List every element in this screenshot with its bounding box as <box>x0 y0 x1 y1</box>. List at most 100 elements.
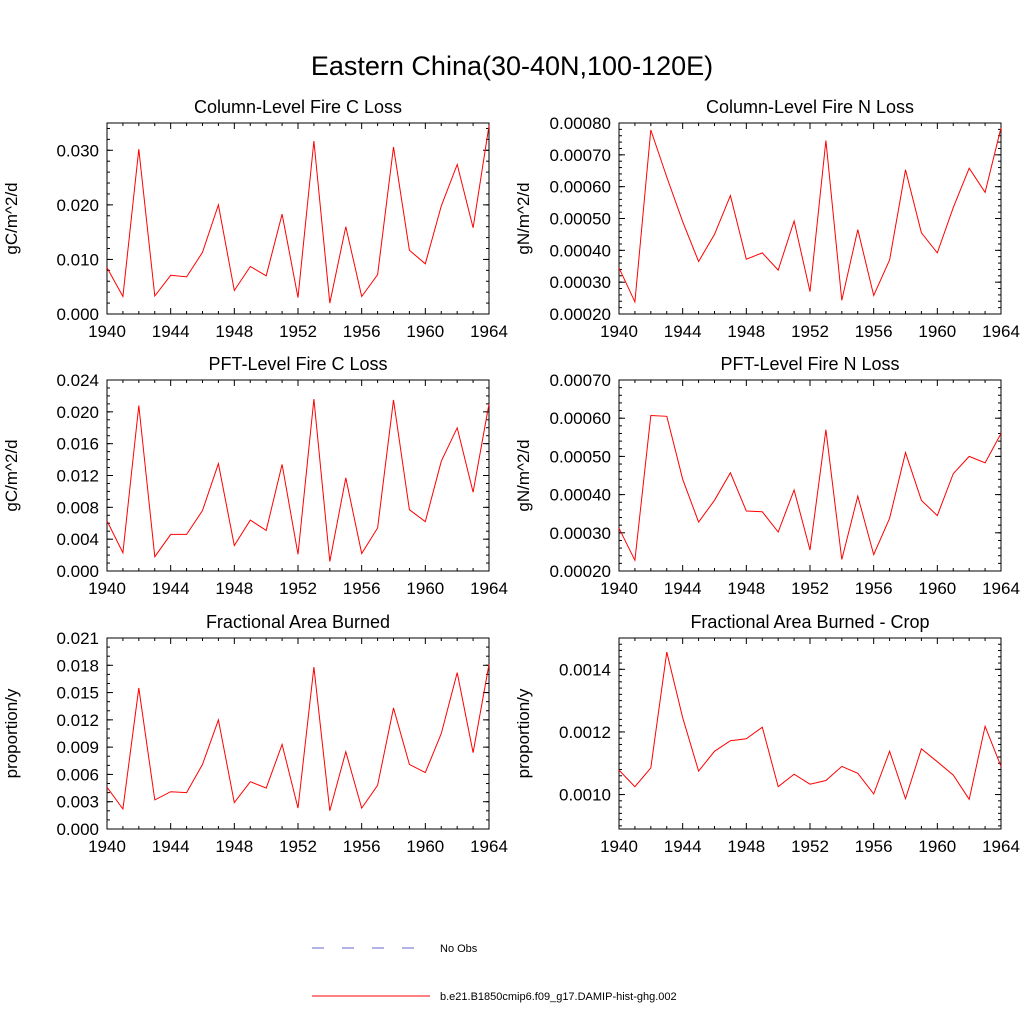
x-tick-label: 1940 <box>600 837 638 856</box>
y-tick-label: 0.0014 <box>559 660 611 679</box>
y-tick-label: 0.024 <box>56 371 99 390</box>
x-tick-label: 1944 <box>152 579 190 598</box>
x-tick-label: 1952 <box>279 837 317 856</box>
x-tick-label: 1964 <box>982 322 1020 341</box>
y-axis-label: gN/m^2/d <box>514 182 533 254</box>
y-tick-label: 0.012 <box>56 467 99 486</box>
y-tick-label: 0.030 <box>56 141 99 160</box>
x-tick-label: 1952 <box>279 322 317 341</box>
y-tick-label: 0.010 <box>56 250 99 269</box>
chart-panels: Column-Level Fire C Loss 1940 1944 1948 1952… <box>2 97 1020 856</box>
y-tick-label: 0.00050 <box>550 210 611 229</box>
y-tick-label: 0.006 <box>56 765 99 784</box>
x-tick-label: 1948 <box>215 837 253 856</box>
chart-panel-2: Column-Level Fire N Loss 1940 1944 1948 1952… <box>514 97 1020 341</box>
y-tick-label: 0.00060 <box>550 409 611 428</box>
x-tick-label: 1944 <box>664 579 702 598</box>
plot-frame <box>618 379 1002 572</box>
y-tick-label: 0.00040 <box>550 241 611 260</box>
y-tick-label: 0.015 <box>56 684 99 703</box>
y-tick-label: 0.00070 <box>550 146 611 165</box>
x-tick-label: 1956 <box>855 322 893 341</box>
x-tick-label: 1952 <box>279 579 317 598</box>
x-tick-label: 1944 <box>152 322 190 341</box>
y-tick-label: 0.021 <box>56 629 99 648</box>
x-tick-label: 1964 <box>470 579 508 598</box>
x-tick-label: 1956 <box>343 579 381 598</box>
x-tick-label: 1948 <box>727 837 765 856</box>
x-tick-label: 1944 <box>152 837 190 856</box>
x-tick-label: 1948 <box>215 322 253 341</box>
y-tick-label: 0.020 <box>56 403 99 422</box>
y-tick-label: 0.00020 <box>550 562 611 581</box>
legend: No Obs b.e21.B1850cmip6.f09_g17.DAMIP-hi… <box>312 943 677 1003</box>
figure-title: Eastern China(30-40N,100-120E) <box>311 51 713 81</box>
y-tick-label: 0.00060 <box>550 178 611 197</box>
x-tick-label: 1960 <box>406 322 444 341</box>
y-tick-label: 0.00030 <box>550 273 611 292</box>
x-tick-label: 1956 <box>855 579 893 598</box>
x-tick-label: 1960 <box>918 322 956 341</box>
y-axis-label: proportion/y <box>514 688 533 778</box>
series-line <box>618 414 1002 563</box>
x-tick-label: 1944 <box>664 837 702 856</box>
y-axis-label: gC/m^2/d <box>2 182 21 254</box>
y-tick-label: 0.00080 <box>550 114 611 133</box>
y-tick-label: 0.0010 <box>559 786 611 805</box>
x-tick-label: 1940 <box>88 579 126 598</box>
chart-panel-6: Fractional Area Burned - Crop 1940 1944 194… <box>514 612 1020 856</box>
series-line <box>106 664 490 811</box>
legend-label-no-obs: No Obs <box>440 943 478 955</box>
y-tick-label: 0.0012 <box>559 723 611 742</box>
panel-title: Fractional Area Burned <box>206 612 390 632</box>
chart-panel-4: PFT-Level Fire N Loss 1940 1944 1948 1952 195… <box>514 354 1020 598</box>
panel-title: Column-Level Fire N Loss <box>706 97 914 117</box>
x-tick-label: 1956 <box>343 837 381 856</box>
y-axis-label: gN/m^2/d <box>514 439 533 511</box>
y-tick-label: 0.000 <box>56 820 99 839</box>
panel-title: PFT-Level Fire C Loss <box>208 354 387 374</box>
plot-frame <box>106 379 490 572</box>
chart-panel-5: Fractional Area Burned 1940 1944 1948 1952 19… <box>2 612 508 856</box>
x-tick-label: 1960 <box>918 837 956 856</box>
x-tick-label: 1940 <box>88 322 126 341</box>
x-tick-label: 1952 <box>791 837 829 856</box>
x-tick-label: 1944 <box>664 322 702 341</box>
y-tick-label: 0.00030 <box>550 524 611 543</box>
series-line <box>618 651 1002 801</box>
y-tick-label: 0.000 <box>56 305 99 324</box>
y-axis-label: gC/m^2/d <box>2 439 21 511</box>
x-tick-label: 1940 <box>88 837 126 856</box>
y-tick-label: 0.008 <box>56 498 99 517</box>
x-tick-label: 1960 <box>406 837 444 856</box>
y-tick-label: 0.00070 <box>550 371 611 390</box>
y-tick-label: 0.00020 <box>550 305 611 324</box>
x-tick-label: 1960 <box>918 579 956 598</box>
y-tick-label: 0.016 <box>56 435 99 454</box>
panel-title: PFT-Level Fire N Loss <box>720 354 899 374</box>
y-tick-label: 0.00040 <box>550 486 611 505</box>
y-axis-label: proportion/y <box>2 688 21 778</box>
x-tick-label: 1948 <box>215 579 253 598</box>
x-tick-label: 1964 <box>470 322 508 341</box>
series-line <box>106 125 490 304</box>
y-tick-label: 0.004 <box>56 530 99 549</box>
chart-panel-3: PFT-Level Fire C Loss 1940 1944 1948 1952 195… <box>2 354 508 598</box>
plot-frame <box>106 122 490 315</box>
plot-frame <box>106 637 490 830</box>
x-tick-label: 1940 <box>600 579 638 598</box>
plot-frame <box>618 122 1002 315</box>
x-tick-label: 1964 <box>982 837 1020 856</box>
x-tick-label: 1948 <box>727 322 765 341</box>
panel-title: Fractional Area Burned - Crop <box>690 612 929 632</box>
x-tick-label: 1952 <box>791 322 829 341</box>
x-tick-label: 1940 <box>600 322 638 341</box>
y-tick-label: 0.020 <box>56 196 99 215</box>
legend-label-model: b.e21.B1850cmip6.f09_g17.DAMIP-hist-ghg.… <box>440 991 677 1003</box>
series-line <box>618 127 1002 304</box>
y-tick-label: 0.012 <box>56 711 99 730</box>
x-tick-label: 1956 <box>855 837 893 856</box>
chart-panel-1: Column-Level Fire C Loss 1940 1944 1948 1952… <box>2 97 508 341</box>
y-tick-label: 0.018 <box>56 656 99 675</box>
